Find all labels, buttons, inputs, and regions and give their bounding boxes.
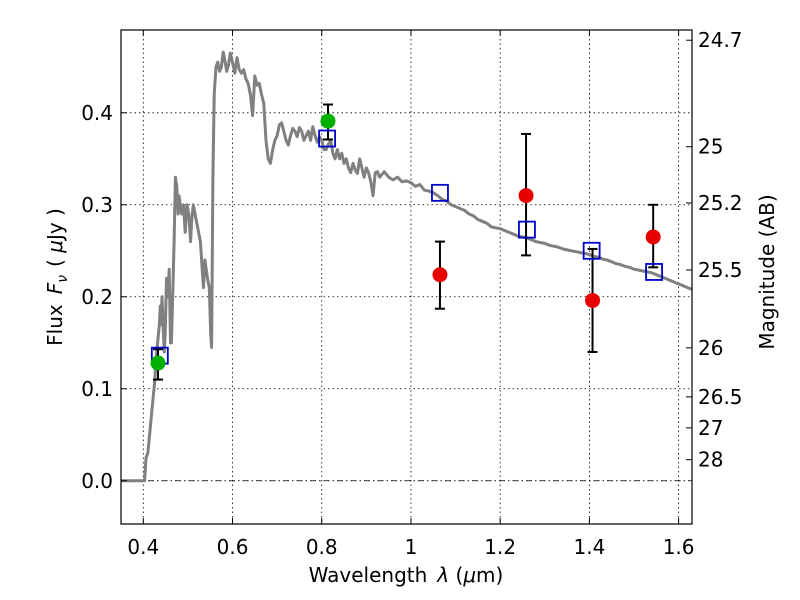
y2-tick-label: 25.5 xyxy=(698,258,743,282)
y-axis-label-unit: Jy xyxy=(43,222,67,242)
model-spectrum-line xyxy=(121,50,693,483)
x-tick-label: 0.8 xyxy=(306,535,338,559)
x-tick-label: 1.4 xyxy=(573,535,605,559)
y-tick-label: 0.2 xyxy=(81,285,113,309)
axis-ticks xyxy=(121,30,692,524)
markers-layer xyxy=(150,113,663,371)
x-axis-label-lambda: λ xyxy=(436,563,449,587)
y-tick-label: 0.4 xyxy=(81,101,113,125)
observed-detection-point xyxy=(320,113,336,129)
model-photometry-square xyxy=(518,220,536,239)
x-axis-label-mu: μ xyxy=(462,563,476,587)
y-axis-label-close: ) xyxy=(43,208,67,222)
model-spectrum-layer xyxy=(121,50,693,483)
x-axis-label: Wavelength λ (μm) xyxy=(309,563,504,587)
model-photometry-square xyxy=(431,183,449,202)
y2-tick-label: 25.2 xyxy=(698,191,743,215)
model-photometry-square xyxy=(645,263,663,281)
y-tick-label: 0.0 xyxy=(81,469,113,493)
y-axis-label-mu: μ xyxy=(43,240,67,254)
x-tick-label: 1.6 xyxy=(663,535,695,559)
model-photometry-square xyxy=(318,129,336,148)
x-axis-label-open: ( xyxy=(449,563,463,587)
y2-tick-label: 26.5 xyxy=(698,385,743,409)
observed-nir-point xyxy=(518,188,534,204)
x-tick-label: 0.4 xyxy=(127,535,159,559)
observed-nir-point xyxy=(645,229,661,245)
y2-tick-label: 27 xyxy=(698,416,723,440)
y2-tick-label: 25 xyxy=(698,135,723,159)
x-tick-label: 1.2 xyxy=(484,535,516,559)
y-axis-label-nu: ν xyxy=(55,275,71,283)
y-axis-label-flux: Flux xyxy=(43,304,67,346)
observed-nir-point xyxy=(585,292,601,308)
x-axis-label-word: Wavelength xyxy=(309,563,428,587)
observed-detection-point xyxy=(150,355,166,371)
y-axis-label-open: ( xyxy=(43,253,67,267)
y2-tick-label: 24.7 xyxy=(698,28,743,52)
x-axis-label-unit: m) xyxy=(476,563,503,587)
tick-labels: 0.4 0.6 0.8 1 1.2 1.4 1.6 0.0 0.1 0.2 0.3 0.4 24.7 25… xyxy=(81,28,742,559)
x-tick-label: 1 xyxy=(405,535,418,559)
model-photometry-square xyxy=(582,241,601,260)
y-axis-label: Flux Fν ( μJy ) xyxy=(43,208,71,346)
y-tick-label: 0.3 xyxy=(81,193,113,217)
plot-frame xyxy=(120,29,693,525)
y2-tick-label: 26 xyxy=(698,336,723,360)
x-tick-label: 0.6 xyxy=(217,535,249,559)
y2-axis-label: Magnitude (AB) xyxy=(755,194,779,349)
y-axis-label-f: F xyxy=(43,282,67,294)
y2-tick-label: 28 xyxy=(698,448,723,472)
error-bars-layer xyxy=(153,103,659,381)
observed-nir-point xyxy=(432,267,448,283)
y-tick-label: 0.1 xyxy=(81,377,113,401)
